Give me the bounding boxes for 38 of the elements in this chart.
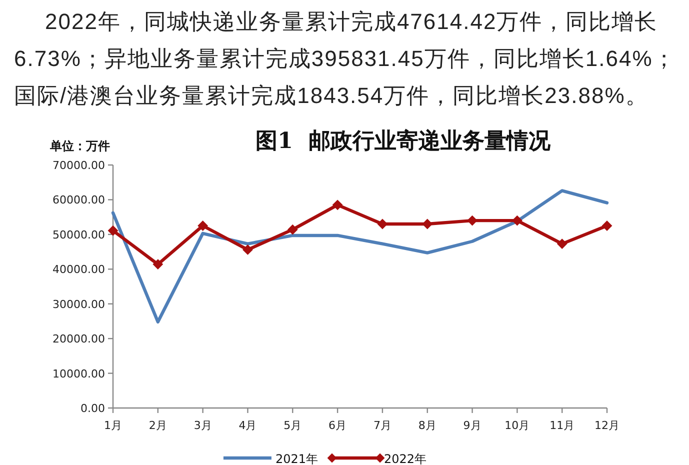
y-tick-label: 10000.00 [52,367,105,380]
x-tick-label: 6月 [328,419,347,432]
y-tick-label: 20000.00 [52,332,105,346]
y-tick-label: 40000.00 [52,263,105,276]
x-tick-label: 8月 [418,419,436,432]
x-tick-label: 2月 [148,419,167,432]
y-tick-label: 30000.00 [52,298,105,311]
point [422,219,432,230]
point [332,200,343,210]
point [288,224,298,235]
x-tick-label: 3月 [194,419,212,432]
x-tick-label: 4月 [238,419,257,432]
point [198,220,208,231]
legend-label: 2021年 [275,452,318,465]
point [512,216,522,226]
x-tick-label: 1月 [104,419,122,432]
y-tick-label: 60000.00 [52,194,105,207]
x-tick-label: 5月 [284,419,302,432]
point [242,244,253,255]
title: 图1 邮政行业寄递业务量情况 [256,128,550,154]
x-tick-label: 7月 [373,419,392,432]
point [377,219,388,230]
point [467,216,478,226]
legend-label: 2022年 [384,452,427,465]
annotation: 2022年，同城快递业务量累计完成47614.42万件，同比增长6.73%；异地业务量累计完成395831.45万件，同比增长1.64%；国际/港澳台业务量累计完成1843.54万件，同比增长23.88%。 [14,8,677,110]
point [108,226,118,236]
ylabel: 单位：万件 [50,139,110,153]
y-tick-label: 70000.00 [52,159,105,172]
point [557,238,568,249]
y-tick-label: 0.00 [80,402,105,415]
x-tick-label: 12月 [594,419,620,432]
legend-item: 2021年 [223,452,318,465]
x-tick-label: 9月 [463,419,482,432]
point [152,259,163,270]
x-tick-label: 11月 [550,419,575,432]
point [602,220,612,231]
y-tick-label: 50000.00 [52,228,105,242]
x-tick-label: 10月 [504,419,530,432]
